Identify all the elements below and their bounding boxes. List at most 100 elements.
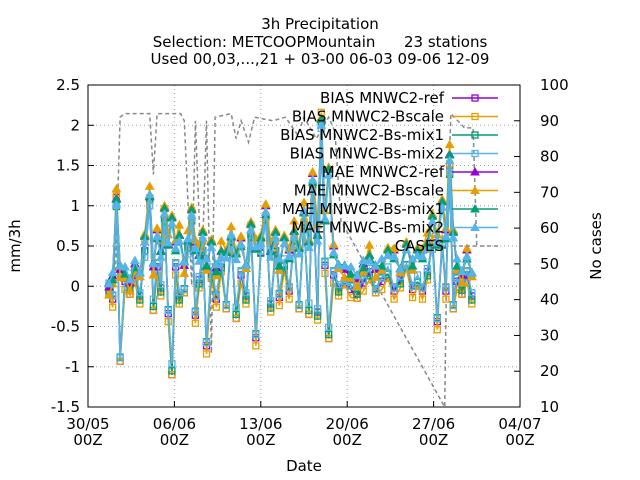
y2-tick-label: 60	[540, 219, 559, 237]
data-point	[408, 293, 417, 302]
data-point	[418, 295, 427, 303]
legend-label: BIAS MNWC2-ref	[320, 89, 445, 107]
data-point	[242, 289, 250, 297]
legend-label: BIAS MNWC2-Bs-mix1	[280, 126, 444, 144]
x-tick-label: 04/07	[498, 415, 541, 433]
data-point	[202, 338, 211, 347]
data-point	[175, 296, 183, 304]
legend-marker	[471, 149, 479, 158]
data-point	[211, 266, 222, 276]
data-point	[236, 231, 246, 240]
data-point	[305, 310, 313, 319]
data-point	[352, 282, 362, 291]
data-point	[107, 267, 118, 277]
data-point	[231, 254, 241, 264]
legend-label: MAE MNWC2-Bscale	[294, 182, 444, 200]
y2-tick-label: 40	[540, 291, 559, 309]
data-point	[279, 238, 290, 248]
data-point	[159, 208, 170, 218]
data-point	[120, 261, 130, 271]
data-point	[274, 253, 285, 263]
data-point	[383, 250, 393, 260]
data-point	[265, 252, 276, 261]
data-point	[389, 243, 399, 252]
data-point	[252, 330, 260, 339]
data-point	[179, 268, 190, 277]
data-point	[305, 299, 313, 307]
data-point	[255, 238, 266, 248]
data-point	[157, 280, 165, 289]
y2-tick-label: 100	[540, 76, 569, 94]
x-tick-label: 13/06	[239, 415, 282, 433]
data-point	[168, 371, 176, 379]
data-point	[395, 264, 406, 273]
data-point	[468, 300, 476, 308]
data-point	[136, 289, 144, 297]
data-point	[285, 284, 293, 292]
data-point	[285, 295, 293, 303]
data-point	[325, 334, 333, 343]
data-point	[364, 240, 375, 249]
data-point	[339, 261, 350, 270]
data-point	[212, 292, 221, 300]
data-point	[211, 259, 222, 269]
data-point	[444, 155, 455, 165]
data-point	[312, 236, 323, 245]
data-point	[407, 265, 418, 274]
data-point	[149, 295, 158, 303]
data-point	[442, 295, 450, 303]
data-point	[111, 199, 122, 209]
y-tick-label: 1	[70, 197, 80, 215]
data-point	[183, 233, 193, 243]
legend-label: BIAS MNWC-Bs-mix2	[290, 145, 444, 163]
data-point	[468, 289, 476, 297]
data-point	[334, 288, 343, 296]
data-point	[180, 285, 188, 294]
data-point	[149, 302, 158, 311]
data-point	[364, 256, 375, 265]
x-tick-label-hour: 00Z	[246, 431, 275, 449]
data-point	[152, 223, 162, 232]
data-point	[352, 270, 362, 280]
data-point	[222, 301, 230, 310]
data-point	[157, 288, 165, 296]
data-point	[232, 303, 240, 311]
data-point	[202, 350, 211, 358]
x-tick-label-hour: 00Z	[73, 431, 102, 449]
data-point	[236, 239, 246, 248]
data-point	[320, 213, 330, 223]
y-tick-label: -1	[65, 358, 80, 376]
data-point	[136, 300, 144, 308]
data-point	[333, 260, 344, 269]
data-point	[427, 216, 438, 226]
data-point	[270, 232, 281, 242]
x-tick-label-hour: 00Z	[419, 431, 448, 449]
legend-item: BIAS MNWC2-Bs-mix1	[280, 126, 498, 144]
data-point	[211, 270, 222, 280]
data-point	[299, 205, 309, 215]
data-point	[453, 285, 461, 294]
data-point	[134, 268, 145, 277]
data-point	[191, 319, 200, 327]
x-tick-label: 30/05	[66, 415, 109, 433]
data-point	[401, 245, 412, 254]
legend-item: MAE MNWC2-ref	[322, 163, 498, 181]
y2-tick-label: 70	[540, 183, 559, 201]
data-point	[284, 251, 295, 260]
data-point	[274, 261, 285, 270]
legend-item: BIAS MNWC-Bs-mix2	[290, 145, 498, 163]
data-point	[462, 243, 472, 252]
data-point	[267, 308, 275, 316]
data-point	[226, 229, 237, 239]
data-point	[444, 139, 455, 149]
y-tick-label: -0.5	[51, 318, 80, 336]
y-tick-label: 0.5	[56, 237, 80, 255]
data-point	[157, 292, 165, 300]
x-tick-label-hour: 00Z	[160, 431, 189, 449]
y-tick-label: 2.5	[56, 76, 80, 94]
data-point	[328, 247, 339, 256]
data-point	[422, 244, 433, 253]
data-point	[346, 261, 356, 271]
legend-label: MAE MNWC2-ref	[322, 163, 445, 181]
data-point	[390, 295, 398, 303]
